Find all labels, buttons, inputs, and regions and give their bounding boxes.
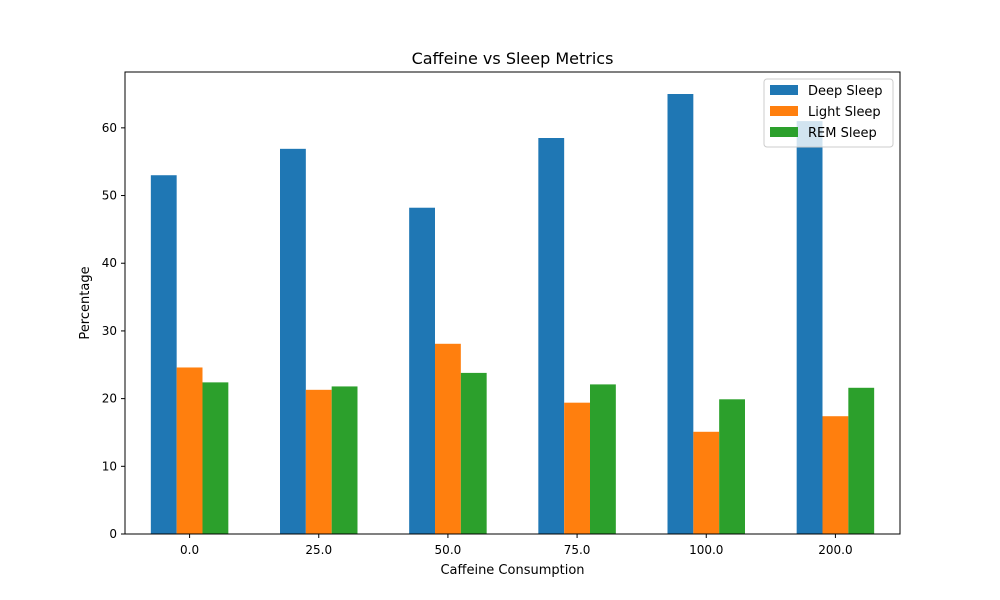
- legend: Deep Sleep Light Sleep REM Sleep: [763, 78, 894, 148]
- y-tick-label: 40: [102, 256, 117, 270]
- bar-deep-sleep-1: [280, 148, 306, 535]
- bar-rem-sleep-2: [460, 372, 487, 534]
- bar-light-sleep-2: [435, 343, 461, 534]
- bar-deep-sleep-0: [150, 175, 177, 534]
- legend-swatch: [770, 127, 798, 137]
- plot-bars: [150, 94, 875, 535]
- bar-deep-sleep-2: [409, 207, 435, 534]
- bar-deep-sleep-3: [538, 138, 565, 534]
- x-tick-label: 200.0: [818, 543, 852, 557]
- axis-ticks: 0.0 25.0 50.0 75.0 100.0 200.0 0 10 20 30 40 50 60: [102, 121, 853, 557]
- bar-light-sleep-3: [564, 402, 590, 534]
- legend-label: Light Sleep: [808, 105, 881, 120]
- bar-rem-sleep-0: [202, 382, 229, 534]
- legend-label: REM Sleep: [808, 126, 877, 141]
- legend-label: Deep Sleep: [808, 84, 883, 99]
- y-tick-label: 0: [109, 527, 117, 541]
- bar-light-sleep-1: [305, 389, 332, 534]
- bar-rem-sleep-3: [590, 384, 616, 534]
- legend-swatch: [770, 85, 798, 95]
- y-tick-label: 10: [102, 459, 117, 473]
- x-axis-label: Caffeine Consumption: [440, 563, 584, 578]
- x-tick-label: 100.0: [689, 543, 723, 557]
- bar-rem-sleep-4: [719, 399, 745, 534]
- bar-deep-sleep-4: [667, 94, 694, 534]
- plot-frame: [124, 71, 901, 535]
- y-tick-label: 30: [102, 324, 117, 338]
- x-tick-label: 50.0: [435, 543, 462, 557]
- x-tick-label: 25.0: [305, 543, 332, 557]
- y-axis-label: Percentage: [78, 266, 93, 339]
- x-tick-label: 75.0: [564, 543, 591, 557]
- bar-light-sleep-0: [176, 367, 203, 534]
- chart-title: Caffeine vs Sleep Metrics: [412, 49, 614, 68]
- bar-light-sleep-4: [693, 431, 720, 534]
- y-tick-label: 50: [102, 189, 117, 203]
- x-tick-label: 0.0: [180, 543, 199, 557]
- y-tick-label: 20: [102, 392, 117, 406]
- y-tick-label: 60: [102, 121, 117, 135]
- bar-rem-sleep-5: [848, 387, 875, 534]
- bar-rem-sleep-1: [331, 386, 358, 534]
- bar-deep-sleep-5: [796, 121, 823, 535]
- legend-swatch: [770, 106, 798, 116]
- bar-light-sleep-5: [822, 416, 849, 534]
